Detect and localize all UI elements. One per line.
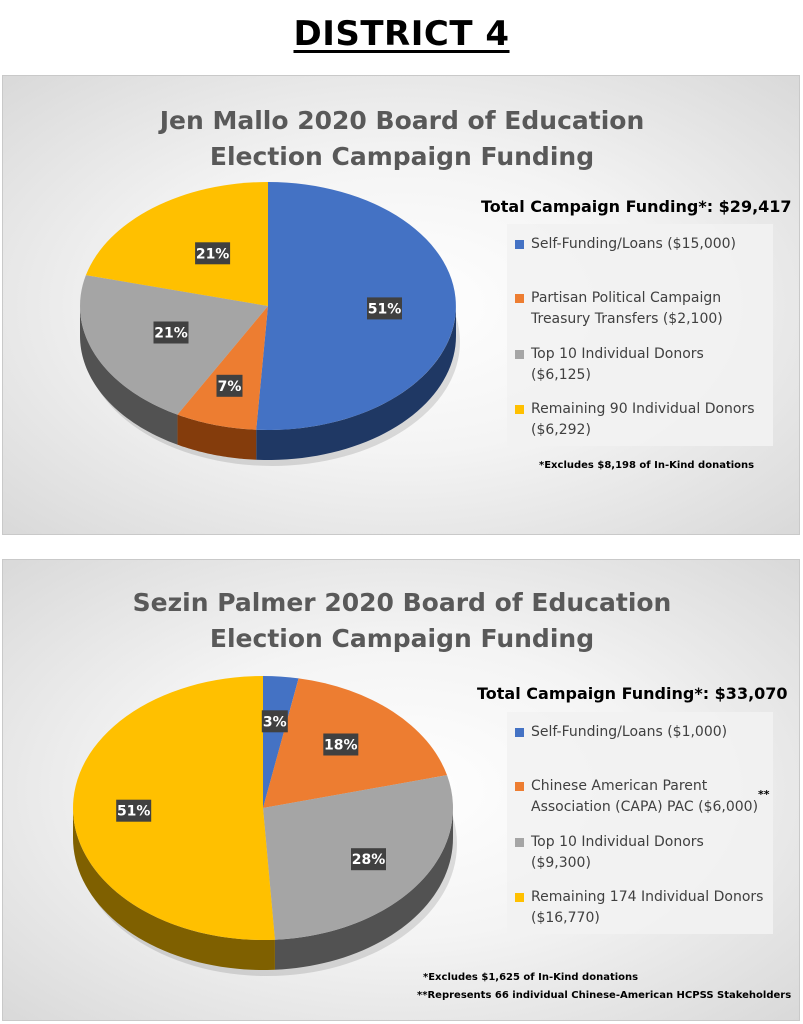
legend-label: Chinese American Parent Association (CAP…	[531, 778, 759, 815]
footnote: *Excludes $8,198 of In-Kind donations	[539, 460, 755, 471]
data-label: 3%	[261, 710, 288, 733]
svg-text:21%: 21%	[196, 246, 230, 262]
data-label: 7%	[216, 374, 243, 397]
footnote: *Excludes $1,625 of In-Kind donations	[423, 972, 639, 983]
svg-text:21%: 21%	[154, 326, 188, 342]
svg-text:7%: 7%	[218, 379, 242, 395]
legend-label: Remaining 90 Individual Donors ($6,292)	[531, 401, 755, 438]
legend-item: Remaining 174 Individual Donors ($16,770…	[507, 887, 773, 933]
pie-slices	[80, 182, 456, 430]
legend-item: Self-Funding/Loans ($1,000)	[507, 722, 773, 768]
legend-swatch	[515, 405, 524, 414]
svg-text:51%: 51%	[117, 804, 151, 820]
chart-title: Jen Mallo 2020 Board of Education Electi…	[159, 106, 645, 171]
legend-item: Remaining 90 Individual Donors ($6,292)	[507, 399, 773, 445]
data-label: 51%	[367, 297, 402, 320]
pie-side-2	[80, 306, 178, 445]
legend-swatch	[515, 893, 524, 902]
svg-text:28%: 28%	[352, 852, 386, 868]
chart-panel-mallo: Jen Mallo 2020 Board of Education Electi…	[2, 75, 800, 535]
pie-side-1	[177, 414, 257, 460]
legend-label: Top 10 Individual Donors ($9,300)	[531, 834, 704, 871]
svg-text:51%: 51%	[368, 301, 402, 317]
svg-text:3%: 3%	[263, 714, 287, 730]
legend-label: Remaining 174 Individual Donors ($16,770…	[531, 889, 764, 926]
legend-item: Top 10 Individual Donors ($9,300)	[507, 832, 773, 878]
pie-sides	[80, 306, 456, 460]
pie-chart: 3% 18% 28% 51%	[73, 676, 457, 976]
data-label: 51%	[116, 799, 152, 822]
pie-slice-3	[73, 676, 275, 940]
pie-slice-0	[256, 182, 456, 430]
data-label: 21%	[153, 321, 189, 344]
legend-label: Partisan Political Campaign Treasury Tra…	[531, 290, 723, 327]
legend-item: Chinese American Parent Association (CAP…	[507, 776, 773, 822]
chart-panel-palmer: Sezin Palmer 2020 Board of Education Ele…	[2, 559, 800, 1021]
pie-slice-0	[263, 676, 299, 808]
footnote-2: **Represents 66 individual Chinese-Ameri…	[417, 990, 792, 1001]
legend-item: Top 10 Individual Donors ($6,125)	[507, 344, 773, 390]
pie-side-0	[256, 306, 456, 460]
legend-label: Self-Funding/Loans ($1,000)	[531, 724, 728, 740]
legend: Self-Funding/Loans ($1,000) Chinese Ameri…	[507, 712, 773, 934]
pie-slice-3	[85, 182, 268, 306]
total-funding-label: Total Campaign Funding*: $29,417	[481, 197, 792, 216]
legend: Self-Funding/Loans ($15,000) Partisan Pol…	[507, 224, 773, 446]
legend-swatch	[515, 838, 524, 847]
legend-label: Top 10 Individual Donors ($6,125)	[531, 346, 704, 383]
data-label: 28%	[351, 848, 386, 871]
total-funding-label: Total Campaign Funding*: $33,070	[477, 684, 788, 703]
pie-chart: 51% 7% 21% 21%	[80, 182, 460, 466]
pac-footnote-marker: **	[758, 788, 770, 801]
legend-item: Partisan Political Campaign Treasury Tra…	[507, 288, 773, 334]
page-title: DISTRICT 4	[293, 14, 510, 54]
pie-slice-2	[80, 275, 268, 415]
data-label: 18%	[323, 733, 359, 756]
legend-swatch	[515, 782, 524, 791]
legend-label: Self-Funding/Loans ($15,000)	[531, 236, 737, 252]
pie-side-2	[274, 808, 453, 970]
legend-swatch	[515, 240, 524, 249]
legend-item: Self-Funding/Loans ($15,000)	[507, 234, 773, 280]
pie-slice-1	[177, 306, 268, 430]
pie-side-3	[73, 808, 275, 970]
legend-swatch	[515, 728, 524, 737]
chart-title: Sezin Palmer 2020 Board of Education Ele…	[132, 588, 672, 653]
svg-text:18%: 18%	[324, 738, 358, 754]
pie-sides	[73, 808, 453, 970]
data-label: 21%	[195, 242, 231, 265]
legend-swatch	[515, 350, 524, 359]
legend-swatch	[515, 294, 524, 303]
